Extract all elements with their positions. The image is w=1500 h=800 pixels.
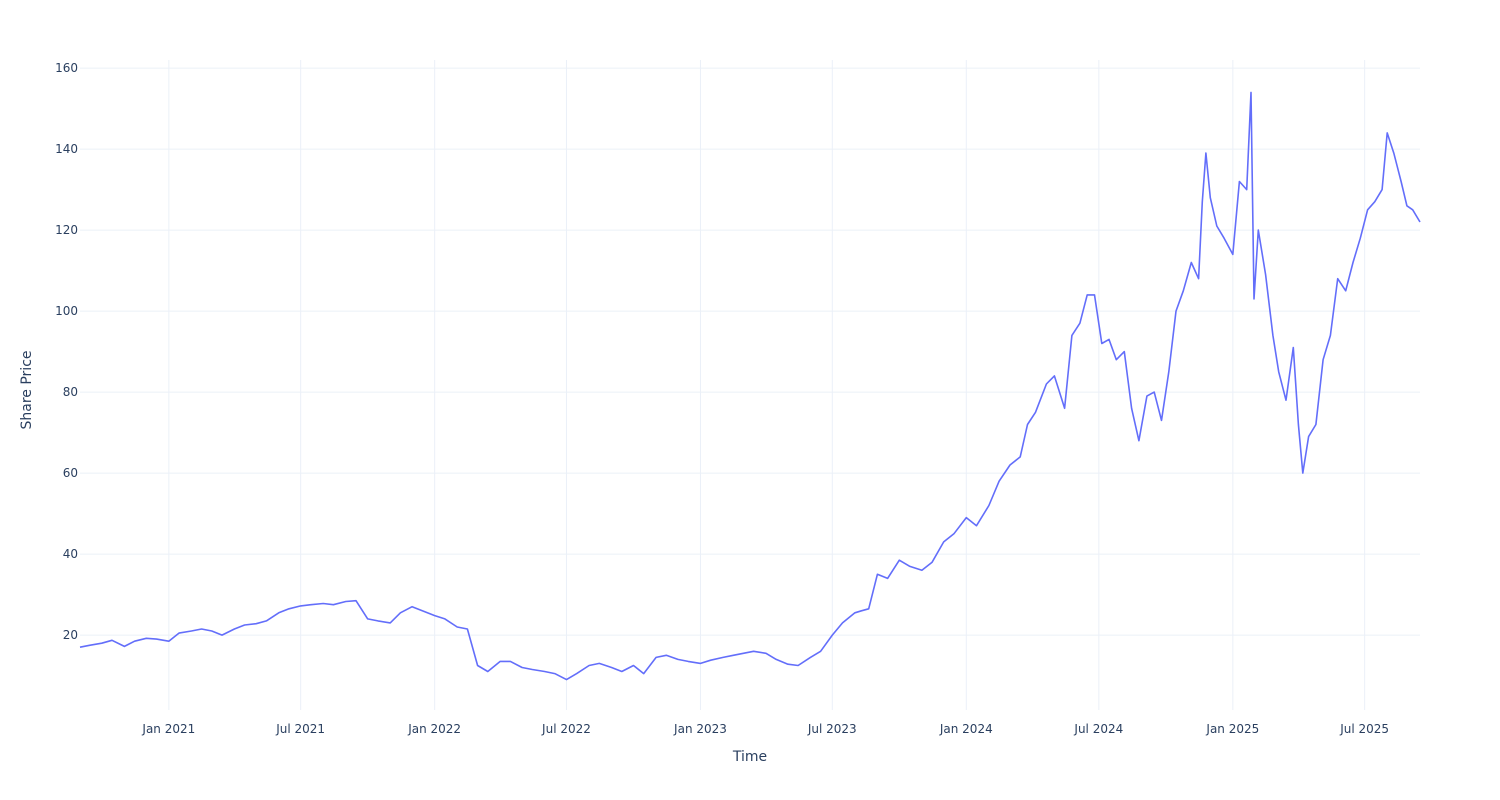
x-tick-label: Jul 2021 [275,722,325,736]
x-tick-label: Jan 2021 [141,722,195,736]
x-tick-label: Jan 2022 [407,722,461,736]
x-tick-label: Jan 2025 [1205,722,1259,736]
x-axis-title: Time [732,749,767,765]
x-gridlines [168,60,1366,710]
y-tick-labels: 20 40 60 80 100 120 140 160 [55,61,78,642]
y-tick-label: 80 [63,385,78,399]
x-tick-label: Jan 2024 [939,722,993,736]
x-tick-labels: Jan 2021 Jul 2021 Jan 2022 Jul 2022 Jan 2023… [141,722,1389,736]
x-tick-label: Jan 2023 [673,722,727,736]
y-tick-label: 160 [55,61,78,75]
y-tick-label: 40 [63,547,78,561]
x-tick-label: Jul 2022 [541,722,591,736]
price-series-line [79,91,1421,681]
y-gridlines [80,67,1420,636]
x-tick-label: Jul 2023 [807,722,857,736]
y-tick-label: 120 [55,223,78,237]
x-tick-label: Jul 2025 [1339,722,1389,736]
y-axis-title: Share Price [19,350,35,429]
y-tick-label: 20 [63,628,78,642]
x-tick-label: Jul 2024 [1073,722,1123,736]
y-tick-label: 60 [63,466,78,480]
y-tick-label: 140 [55,142,78,156]
y-tick-label: 100 [55,304,78,318]
